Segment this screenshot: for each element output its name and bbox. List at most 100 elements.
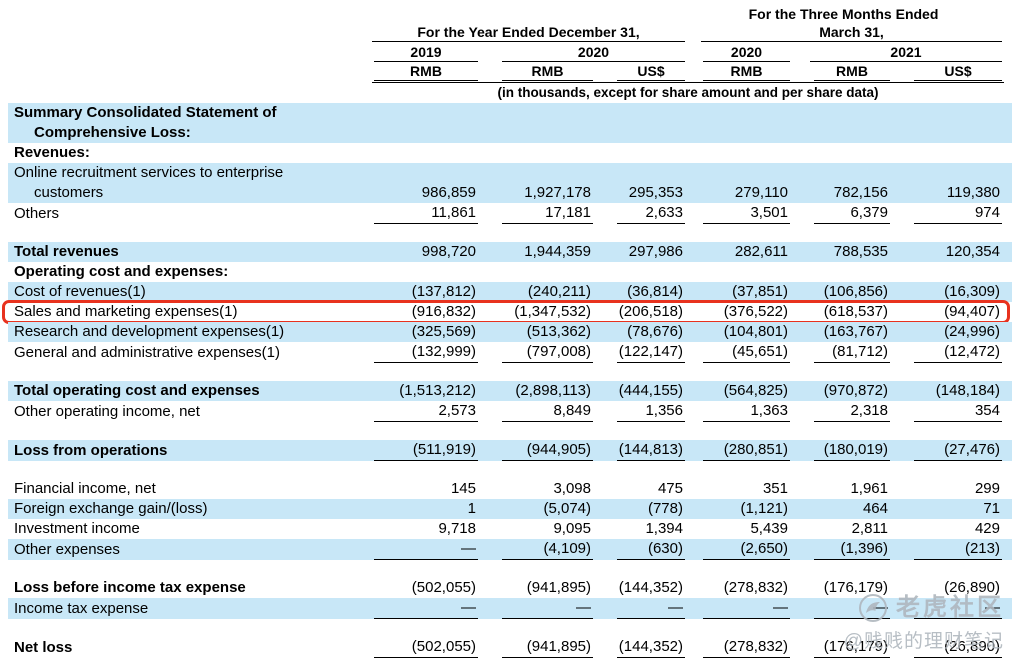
currency-column-header: RMB xyxy=(374,63,478,81)
row-label: Income tax expense xyxy=(14,600,149,617)
value-cell: — xyxy=(914,598,1002,619)
watermark-brand: 老虎社区 xyxy=(896,594,1004,621)
value-cell: 782,156 xyxy=(833,184,888,201)
value-cell: (176,179) xyxy=(823,579,888,596)
value-cell: (916,832) xyxy=(411,303,476,320)
value-cell: 351 xyxy=(762,480,788,497)
table-row: Financial income, net 145 3,098 475 351 1,961… xyxy=(8,479,1012,499)
value-cell: (37,851) xyxy=(732,283,788,300)
currency-column-header: RMB xyxy=(502,63,593,81)
value-cell: (618,537) xyxy=(823,303,888,320)
value-cell: (240,211) xyxy=(527,283,591,300)
table-row: Investment income 9,718 9,095 1,394 5,439 2,8… xyxy=(8,519,1012,539)
value-cell: (81,712) xyxy=(814,342,890,363)
value-cell: 2,573 xyxy=(374,401,478,422)
table-row: Other expenses — (4,109) (630) (2,650) (1,396… xyxy=(8,539,1012,560)
value-cell: (148,184) xyxy=(935,382,1000,399)
value-cell: (513,362) xyxy=(526,323,591,340)
value-cell: (176,179) xyxy=(814,637,890,658)
value-cell: 17,181 xyxy=(502,203,593,224)
period-group-three-months-line2: March 31, xyxy=(701,23,1002,42)
value-cell: 297,986 xyxy=(628,243,683,260)
value-cell: (78,676) xyxy=(627,323,683,340)
value-cell: 120,354 xyxy=(945,243,1000,260)
table-row: Total operating cost and expenses (1,513,… xyxy=(8,381,1012,401)
row-label: Other expenses xyxy=(14,541,120,558)
value-cell: (797,008) xyxy=(502,342,593,363)
table-header: For the Three Months Ended For the Year … xyxy=(8,0,1012,101)
value-cell: (1,121) xyxy=(740,500,788,517)
value-cell: 295,353 xyxy=(628,184,683,201)
value-cell: (27,476) xyxy=(914,440,1002,461)
value-cell: 3,098 xyxy=(553,480,591,497)
value-cell: 1,961 xyxy=(850,480,888,497)
value-cell: (941,895) xyxy=(526,579,591,596)
row-label: Revenues: xyxy=(14,144,90,161)
row-label: Sales and marketing expenses(1) xyxy=(14,303,238,320)
table-row: General and administrative expenses(1) (1… xyxy=(8,342,1012,363)
row-label: Operating cost and expenses: xyxy=(14,263,229,280)
currency-column-header: US$ xyxy=(914,63,1002,81)
value-cell: (564,825) xyxy=(723,382,788,399)
row-label: Others xyxy=(14,205,60,222)
table-row: Loss before income tax expense (502,055) (… xyxy=(8,578,1012,598)
value-cell: 299 xyxy=(974,480,1000,497)
row-spacer xyxy=(8,560,1012,578)
row-label: Other operating income, net xyxy=(14,403,200,420)
value-cell: 1 xyxy=(467,500,476,517)
value-cell: (376,522) xyxy=(723,303,788,320)
value-cell: 1,394 xyxy=(645,520,683,537)
value-cell: (122,147) xyxy=(617,342,685,363)
value-cell: (325,569) xyxy=(411,323,476,340)
value-cell: 974 xyxy=(914,203,1002,224)
row-label: Net loss xyxy=(14,639,73,656)
value-cell: (163,767) xyxy=(823,323,888,340)
value-cell: (45,651) xyxy=(703,342,790,363)
value-cell: 1,363 xyxy=(703,401,790,422)
value-cell: (16,309) xyxy=(944,283,1000,300)
table-row: Summary Consolidated Statement of Compreh… xyxy=(8,103,1012,143)
table-row: Income tax expense — — — — — — xyxy=(8,598,1012,619)
value-cell: (1,513,212) xyxy=(399,382,476,399)
row-label: Total revenues xyxy=(14,243,119,260)
value-cell: 475 xyxy=(657,480,683,497)
value-cell: (630) xyxy=(617,539,685,560)
value-cell: (2,650) xyxy=(703,539,790,560)
value-cell: (1,396) xyxy=(814,539,890,560)
watermark-handle: @贱贱的理财笔记 xyxy=(843,631,1004,652)
value-cell: (778) xyxy=(647,500,683,517)
table-row: Others 11,861 17,181 2,633 3,501 6,379 974 xyxy=(8,203,1012,224)
value-cell: (180,019) xyxy=(814,440,890,461)
table-row: Total revenues 998,720 1,944,359 297,986 282… xyxy=(8,242,1012,262)
header-bottom-rule xyxy=(372,82,1004,83)
value-cell: (94,407) xyxy=(944,303,1000,320)
value-cell: (1,347,532) xyxy=(514,303,591,320)
period-group-three-months-line1: For the Three Months Ended xyxy=(748,6,939,22)
value-cell: (970,872) xyxy=(823,382,888,399)
period-group-year: For the Year Ended December 31, xyxy=(372,23,685,42)
table-body: Summary Consolidated Statement of Compreh… xyxy=(2,103,1012,658)
value-cell: 464 xyxy=(862,500,888,517)
year-column-header: 2020 xyxy=(703,43,790,62)
row-spacer xyxy=(8,461,1012,479)
value-cell: 119,380 xyxy=(946,184,1000,201)
value-cell: (106,856) xyxy=(823,283,888,300)
watermark: 老虎社区 @贱贱的理财笔记 xyxy=(844,593,1004,653)
row-label: Online recruitment services to enterpris… xyxy=(14,164,284,201)
currency-column-header: RMB xyxy=(814,63,890,81)
value-cell: 2,811 xyxy=(851,520,888,537)
table-row: Other operating income, net 2,573 8,849 1,3… xyxy=(8,401,1012,422)
value-cell: 354 xyxy=(914,401,1002,422)
value-cell: (502,055) xyxy=(411,579,476,596)
value-cell: 1,356 xyxy=(617,401,685,422)
header-period-row: For the Year Ended December 31, March 31… xyxy=(14,23,1012,42)
value-cell: 145 xyxy=(450,480,476,497)
table-row: Sales and marketing expenses(1) (916,832)… xyxy=(2,300,1012,324)
value-cell: (24,996) xyxy=(944,323,1000,340)
year-column-header: 2020 xyxy=(502,43,685,62)
value-cell: — xyxy=(502,598,593,619)
year-column-header: 2019 xyxy=(374,43,478,62)
value-cell: (280,851) xyxy=(703,440,790,461)
table-row: Net loss (502,055) (941,895) (144,352) (278,… xyxy=(8,637,1012,658)
value-cell: — xyxy=(374,598,478,619)
